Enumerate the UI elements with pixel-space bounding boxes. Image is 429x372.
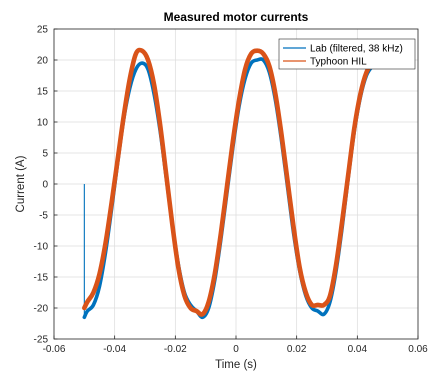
legend: Lab (filtered, 38 kHz) Typhoon HIL: [278, 38, 416, 70]
x-tick-label: -0.02: [164, 344, 187, 355]
y-tick-label: 10: [37, 118, 49, 129]
x-tick-label: 0.06: [408, 344, 428, 355]
x-tick-label: -0.06: [43, 344, 66, 355]
x-tick-label: -0.04: [103, 344, 126, 355]
y-tick-label: 20: [37, 56, 49, 67]
x-tick-label: 0.02: [287, 344, 307, 355]
chart-title: Measured motor currents: [164, 10, 309, 24]
y-tick-label: 25: [37, 25, 49, 36]
y-tick-label: 0: [42, 180, 48, 191]
x-tick-label: 0.04: [348, 344, 368, 355]
y-tick-label: -5: [39, 211, 48, 222]
y-axis-ticks: -25 -20 -15 -10 -5 0 5 10 15 20 25: [34, 25, 58, 346]
y-tick-label: -25: [34, 335, 49, 346]
y-tick-label: -20: [34, 304, 49, 315]
y-tick-label: -15: [34, 273, 49, 284]
series-line-typhoon: [82, 47, 381, 317]
x-axis-label: Time (s): [215, 359, 257, 371]
x-tick-label: 0: [233, 344, 239, 355]
y-tick-label: -10: [34, 242, 49, 253]
y-tick-label: 5: [42, 149, 48, 160]
legend-label-lab: Lab (filtered, 38 kHz): [310, 44, 403, 55]
legend-box: [278, 38, 416, 70]
y-tick-label: 15: [37, 87, 49, 98]
y-axis-label: Current (A): [15, 155, 27, 212]
series-layer: [82, 47, 381, 320]
legend-label-typhoon: Typhoon HIL: [310, 57, 367, 68]
x-axis-ticks: -0.06 -0.04 -0.02 0 0.02 0.04 0.06: [43, 335, 428, 355]
